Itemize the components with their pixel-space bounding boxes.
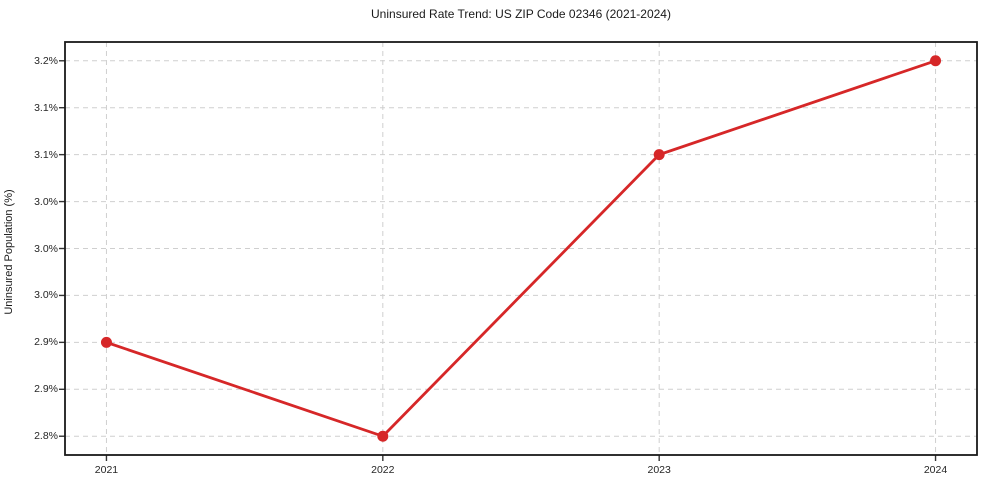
data-point-marker <box>653 149 665 161</box>
y-tick-label: 3.2% <box>34 54 58 67</box>
y-tick-label: 3.0% <box>34 242 58 255</box>
chart-title: Uninsured Rate Trend: US ZIP Code 02346 … <box>371 7 671 21</box>
data-point-marker <box>377 430 389 442</box>
x-tick-label: 2022 <box>371 464 395 476</box>
x-tick-label: 2021 <box>94 464 119 476</box>
y-tick-label: 3.0% <box>34 195 58 208</box>
data-point-marker <box>930 55 942 67</box>
x-tick-label: 2024 <box>923 464 948 476</box>
plot-border <box>64 41 978 456</box>
x-tick-label: 2023 <box>647 464 671 476</box>
y-tick-label: 2.9% <box>34 336 58 349</box>
data-point-marker <box>100 336 112 348</box>
y-tick-label: 2.8% <box>34 430 58 443</box>
data-line <box>105 59 937 438</box>
y-tick-label: 3.0% <box>34 289 58 302</box>
y-tick-label: 2.9% <box>34 383 58 396</box>
y-tick-label: 3.1% <box>34 101 58 114</box>
y-tick-label: 3.1% <box>34 148 58 161</box>
